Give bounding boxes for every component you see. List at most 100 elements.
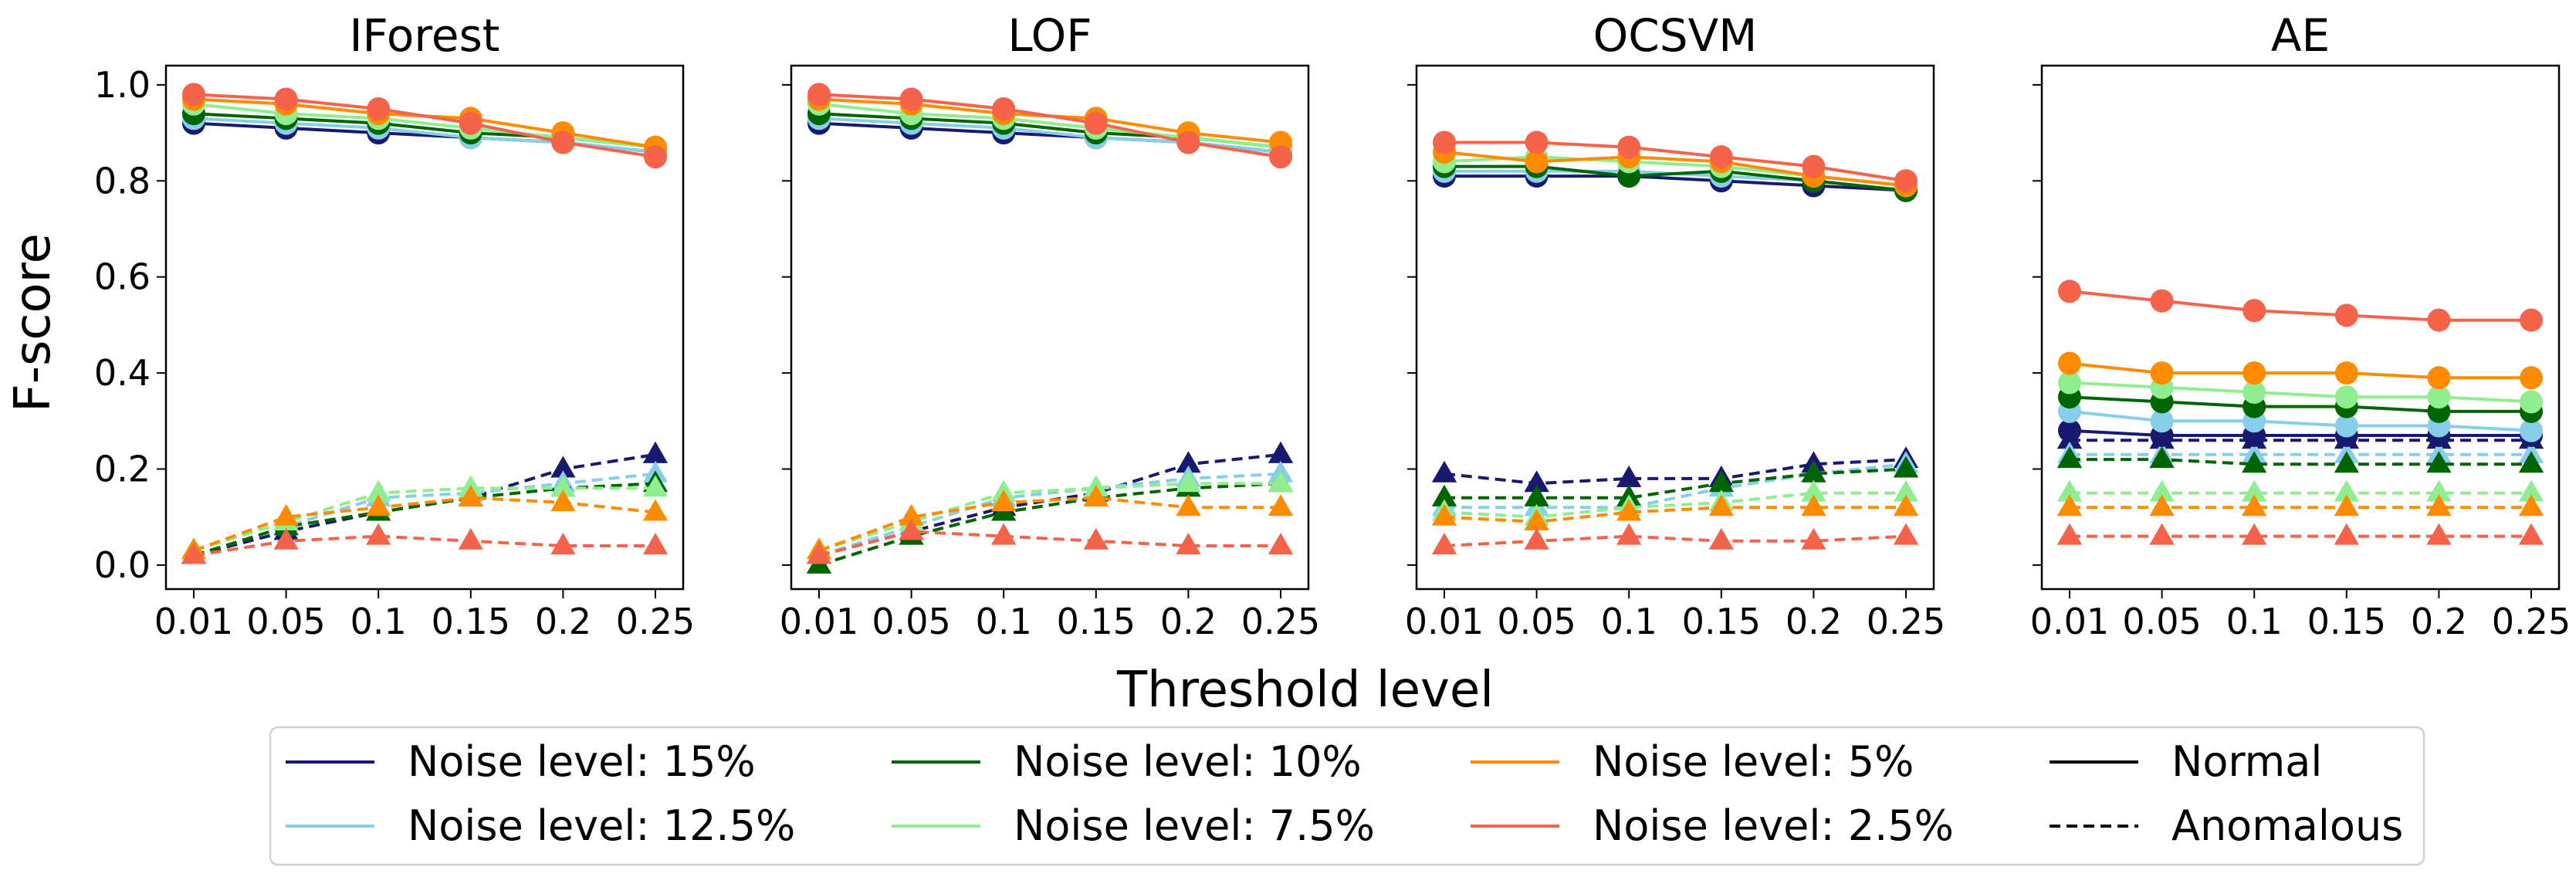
series-line-10-normal [2069,395,2531,413]
data-point-15-anomalous [1268,441,1294,463]
series-line-15-anomalous [1444,458,1907,486]
series-line-12-5-normal [2069,409,2532,432]
series-15-anomalous [806,441,1294,564]
data-point-7-5-anomalous [1893,479,1919,502]
subplot-iforest: IForest 0.0 0.2 0.4 0.6 0.8 1.0 0.01 0.05 0.1 0.15… [94,9,695,642]
data-point-7-5-anomalous [2518,479,2544,502]
data-point-5-normal [1525,150,1549,174]
x-tick-label: 0.01 [2030,601,2109,642]
series-12-5-anomalous [806,460,1294,564]
x-tick-label: 0.1 [1601,601,1657,642]
series-line-15-normal [1444,174,1907,192]
legend-entry-noise-level-5: Noise level: 5% [1471,737,1914,786]
series-line-12-5-anomalous [193,472,656,557]
data-point-5-anomalous [1616,499,1642,521]
data-point-2-5-anomalous [181,542,207,564]
series-15-normal [2058,418,2543,447]
data-point-5-anomalous [273,503,299,526]
data-point-2-5-normal [459,111,482,135]
data-point-2-5-anomalous [806,542,832,564]
x-axis-label: Threshold level [1116,662,1494,719]
data-point-5-anomalous [991,489,1017,512]
x-tick-label: 0.2 [535,601,591,642]
series-line-15-anomalous [818,452,1281,557]
legend-box [269,726,2425,866]
data-point-10-anomalous [1708,470,1734,493]
data-point-5-anomalous [1524,508,1549,530]
data-point-5-anomalous [366,494,391,517]
legend-entry-anomalous: Anomalous [2050,801,2403,850]
y-tick-label: 1.0 [94,64,151,106]
data-point-2-5-normal [2150,289,2174,313]
data-point-7-5-anomalous [2426,479,2452,502]
plot-frame-iforest [164,64,685,591]
data-point-2-5-anomalous [1431,533,1457,555]
series-10-anomalous [1431,456,1919,506]
series-line-7-5-anomalous [1444,491,1906,519]
y-tick-label: 0.4 [94,352,151,394]
x-tick-label: 0.05 [872,601,950,642]
data-point-5-anomalous [2242,494,2267,517]
data-point-2-5-anomalous [366,523,391,545]
series-line-2-5-anomalous [193,534,655,557]
series-2-5-normal [2058,279,2543,332]
data-point-5-normal [2520,366,2543,390]
plot-frame-ae [2040,64,2561,591]
data-point-2-5-normal [1617,135,1641,159]
legend-label: Anomalous [2171,801,2403,850]
data-point-5-anomalous [1801,494,1826,517]
data-point-10-anomalous [1893,456,1919,478]
data-point-7-5-normal [2427,385,2451,409]
data-point-2-5-normal [1709,145,1733,169]
series-line-2-5-normal [818,93,1281,159]
data-point-10-anomalous [1524,484,1549,506]
data-point-2-5-anomalous [2242,523,2267,545]
x-tick-label: 0.15 [1057,601,1136,642]
data-point-5-anomalous [550,489,576,512]
series-line-10-normal [1444,164,1907,192]
data-point-15-anomalous [642,441,669,463]
data-point-7-5-anomalous [1801,479,1826,502]
series-line-7-5-anomalous [193,486,655,553]
data-point-5-anomalous [642,499,669,521]
data-point-7-5-normal [2058,371,2081,395]
data-point-2-5-normal [2520,308,2543,332]
series-5-anomalous [1431,494,1919,530]
data-point-10-anomalous [2149,446,2175,469]
series-15-normal [807,111,1292,164]
series-2-5-anomalous [806,518,1294,564]
x-tick-label: 0.01 [154,601,233,642]
series-15-anomalous [2056,427,2544,449]
x-tick-label: 0.15 [432,601,510,642]
data-point-5-anomalous [1268,494,1294,517]
data-point-2-5-anomalous [2149,523,2175,545]
data-point-2-5-normal [1269,145,1292,169]
x-tick-label: 0.2 [1160,601,1217,642]
data-point-7-5-normal [2334,385,2358,409]
data-point-2-5-normal [899,87,923,111]
data-point-2-5-anomalous [899,518,924,540]
data-point-7-5-anomalous [2149,479,2175,502]
data-point-7-5-anomalous [366,479,391,502]
data-point-5-anomalous [1431,503,1457,526]
data-point-7-5-anomalous [1268,470,1294,493]
y-tick-label: 0.2 [94,448,151,489]
series-10-anomalous [806,470,1294,574]
legend-label: Noise level: 15% [408,737,756,786]
y-tick-label: 0.8 [94,160,151,202]
series-line-5-anomalous [1444,506,1906,523]
data-point-2-5-anomalous [458,527,483,550]
data-point-7-5-anomalous [642,475,669,497]
data-point-2-5-normal [992,97,1016,120]
series-2-5-anomalous [1431,523,1919,555]
data-point-15-anomalous [1431,460,1457,483]
legend-entry-noise-level-10: Noise level: 10% [892,737,1362,786]
data-point-5-anomalous [1083,484,1109,506]
data-point-10-anomalous [1801,460,1826,483]
data-point-5-anomalous [2056,494,2083,517]
data-point-15-anomalous [1176,451,1201,473]
legend-label: Noise level: 2.5% [1593,801,1954,850]
legend-label: Noise level: 5% [1593,737,1914,786]
